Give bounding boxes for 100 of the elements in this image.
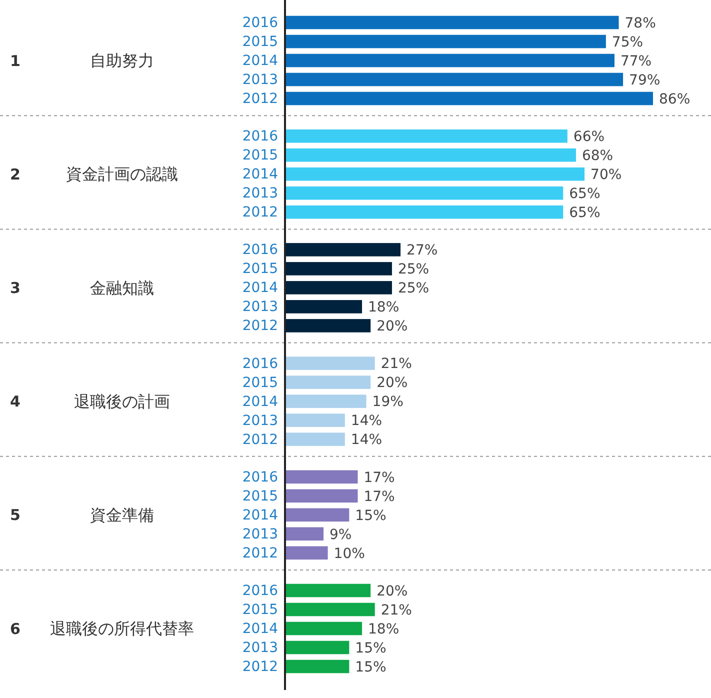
y-tick-label: 2013 xyxy=(242,72,278,88)
data-label: 25% xyxy=(398,280,430,297)
data-label: 18% xyxy=(368,300,400,316)
bar xyxy=(285,584,371,598)
bar xyxy=(285,300,362,314)
text: 自助努力 xyxy=(90,51,154,70)
data-label: 17% xyxy=(364,470,395,486)
text: 5 xyxy=(10,506,20,524)
text: 資金計画の認識 xyxy=(66,164,178,184)
text: 4 xyxy=(10,392,20,411)
y-tick-label: 2013 xyxy=(242,640,278,656)
y-tick-label: 2012 xyxy=(242,204,278,221)
y-tick-label: 2014 xyxy=(242,394,278,410)
bar xyxy=(285,489,358,503)
data-label: 21% xyxy=(380,356,412,372)
bar xyxy=(285,527,324,541)
y-tick-label: 2015 xyxy=(242,148,278,164)
y-tick-label: 2013 xyxy=(242,412,278,429)
text: 退職後の所得代替率 xyxy=(50,619,194,638)
data-label: 10% xyxy=(334,546,365,562)
y-tick-label: 2012 xyxy=(242,432,278,448)
data-label: 86% xyxy=(659,91,690,108)
y-tick-label: 2016 xyxy=(242,356,278,372)
y-tick-label: 2014 xyxy=(242,620,278,637)
data-label: 19% xyxy=(372,394,404,410)
y-tick-label: 2013 xyxy=(242,299,278,316)
bar xyxy=(285,92,653,106)
bar xyxy=(285,319,371,332)
data-label: 20% xyxy=(376,375,408,392)
bar xyxy=(285,167,585,181)
bar xyxy=(285,205,564,219)
y-tick-label: 2013 xyxy=(242,186,278,202)
y-tick-label: 2016 xyxy=(242,469,278,486)
text: 退職後の計画 xyxy=(74,392,170,411)
data-label: 70% xyxy=(590,167,622,183)
bar xyxy=(285,281,392,294)
data-label: 14% xyxy=(350,413,382,430)
data-label: 20% xyxy=(376,318,408,335)
data-label: 15% xyxy=(355,508,386,524)
y-tick-label: 2014 xyxy=(242,280,278,296)
bar xyxy=(285,376,371,389)
bar xyxy=(285,243,401,256)
data-label: 65% xyxy=(569,186,600,202)
y-tick-label: 2012 xyxy=(242,545,278,562)
y-tick-label: 2015 xyxy=(242,34,278,50)
data-label: 75% xyxy=(612,34,644,50)
y-tick-label: 2016 xyxy=(242,242,278,258)
bar xyxy=(285,148,576,162)
text: 2 xyxy=(10,165,20,184)
bar xyxy=(285,602,375,616)
y-tick-label: 2015 xyxy=(242,374,278,391)
y-tick-label: 2014 xyxy=(242,166,278,183)
text: 資金準備 xyxy=(90,506,154,524)
data-label: 25% xyxy=(398,262,430,278)
data-label: 14% xyxy=(350,432,382,448)
y-tick-label: 2013 xyxy=(242,526,278,542)
data-label: 79% xyxy=(629,72,660,88)
y-tick-label: 2016 xyxy=(242,582,278,599)
bar xyxy=(285,546,328,560)
bar xyxy=(285,432,345,446)
data-label: 21% xyxy=(380,602,412,618)
bar xyxy=(285,414,345,427)
bar xyxy=(285,72,624,86)
y-tick-label: 2016 xyxy=(242,128,278,145)
bar xyxy=(285,660,350,674)
y-tick-label: 2015 xyxy=(242,261,278,278)
y-tick-label: 2012 xyxy=(242,658,278,675)
data-label: 17% xyxy=(364,488,395,505)
bar xyxy=(285,262,392,276)
data-label: 18% xyxy=(368,621,400,638)
bar xyxy=(285,34,606,48)
data-label: 15% xyxy=(355,640,386,656)
text: 6 xyxy=(10,620,20,638)
bar xyxy=(285,54,614,68)
text: 3 xyxy=(10,278,20,297)
data-label: 15% xyxy=(355,659,386,676)
y-tick-label: 2012 xyxy=(242,90,278,107)
y-tick-label: 2015 xyxy=(242,488,278,504)
y-tick-label: 2014 xyxy=(242,507,278,524)
text: 1 xyxy=(10,52,20,70)
text: 金融知識 xyxy=(90,278,154,298)
bar xyxy=(285,508,350,522)
y-tick-label: 2012 xyxy=(242,318,278,334)
data-label: 65% xyxy=(569,205,600,221)
y-tick-label: 2016 xyxy=(242,14,278,31)
data-label: 77% xyxy=(620,53,652,70)
bar xyxy=(285,129,568,143)
data-label: 9% xyxy=(330,526,352,543)
y-tick-label: 2015 xyxy=(242,602,278,618)
y-tick-label: 2014 xyxy=(242,52,278,69)
bar xyxy=(285,470,358,484)
bar xyxy=(285,186,564,200)
bar xyxy=(285,394,366,408)
data-label: 68% xyxy=(582,148,614,164)
bar xyxy=(285,16,619,30)
bar xyxy=(285,640,350,654)
data-label: 78% xyxy=(624,15,656,32)
data-label: 66% xyxy=(573,129,605,145)
data-label: 20% xyxy=(376,583,408,600)
bar xyxy=(285,622,362,636)
